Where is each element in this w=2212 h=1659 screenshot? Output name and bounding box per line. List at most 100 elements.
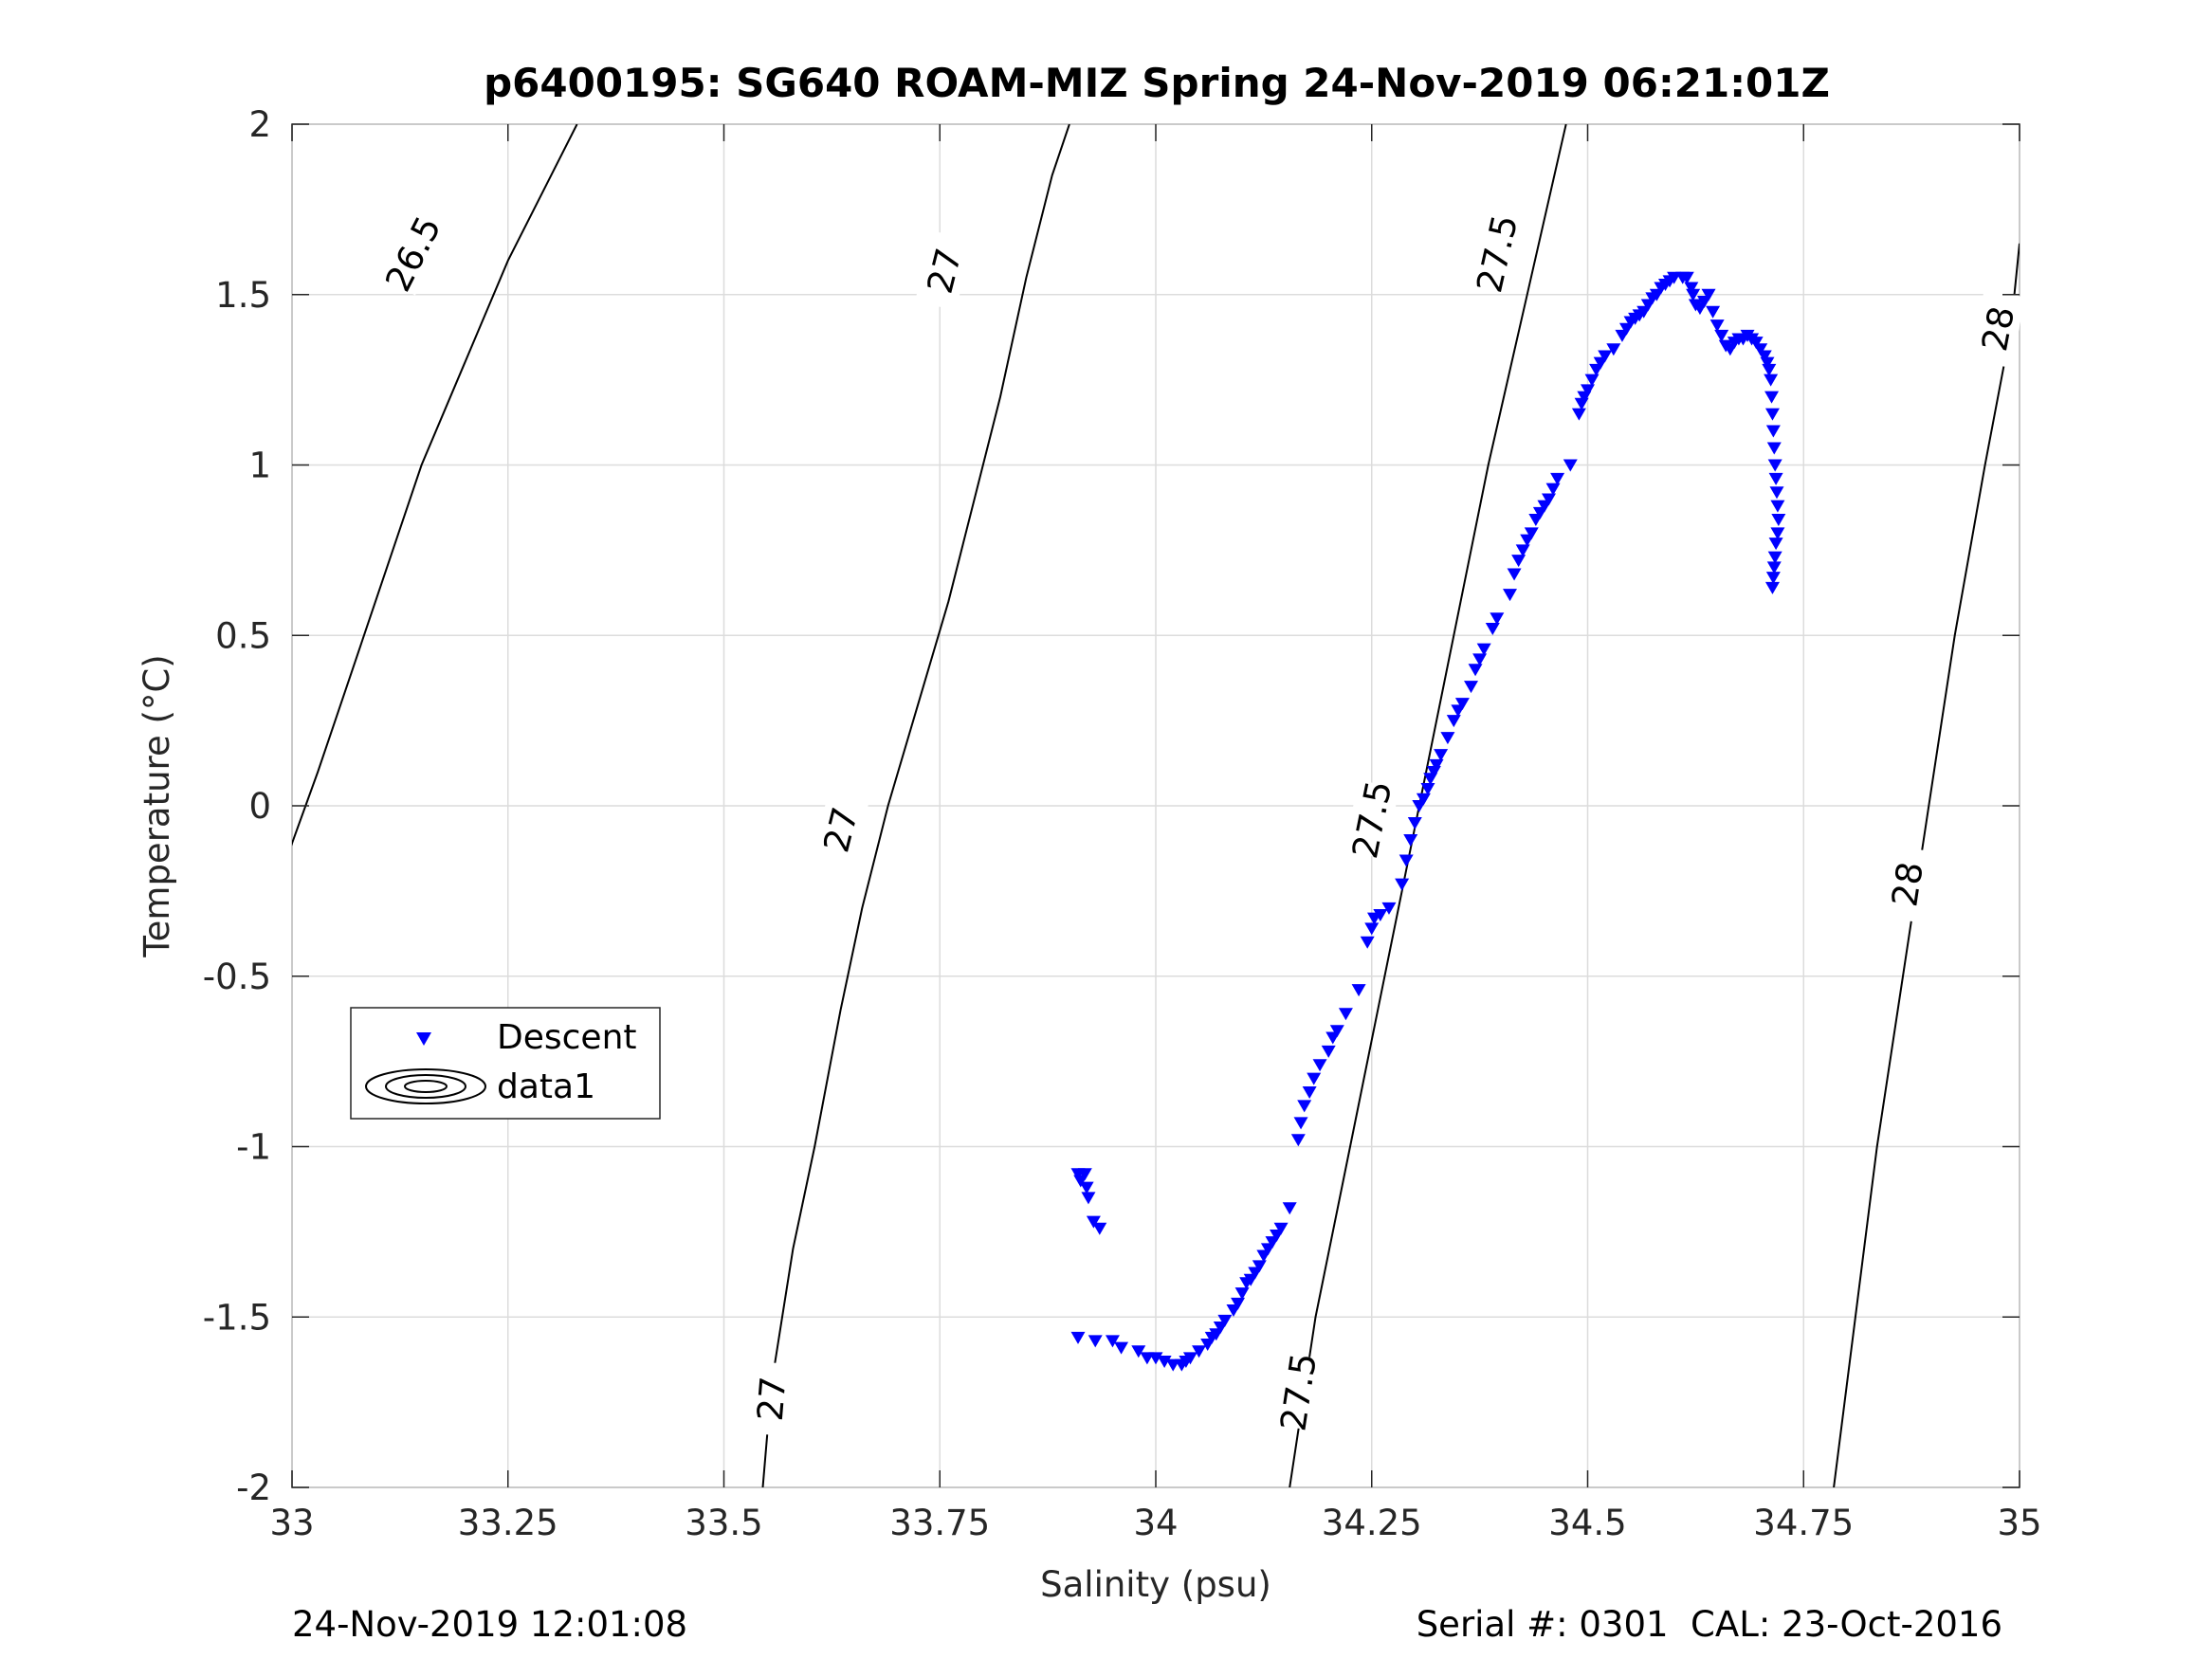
descent-point [1307,1072,1322,1085]
legend-contour-icon [365,1068,486,1104]
contour-label-group: 27 [811,789,870,870]
descent-point [1503,589,1518,602]
descent-point [1231,1297,1246,1310]
descent-point [1454,698,1470,711]
descent-point [1767,551,1782,564]
contour-label-background [1344,779,1399,860]
descent-point [1757,350,1772,363]
descent-point [1070,1331,1086,1344]
descent-point [1088,1335,1103,1348]
descent-point [1234,1287,1250,1301]
legend-descent-marker [416,1032,431,1046]
descent-point [1581,384,1595,397]
legend: Descent data1 [350,1007,661,1120]
descent-point [1768,538,1783,551]
descent-point [1182,1352,1197,1365]
contour-line-26.5 [292,124,578,847]
legend-data1-label: data1 [497,1067,595,1106]
descent-point [1329,1025,1344,1038]
descent-point [1684,282,1699,295]
x-axis-ticks: 33 33.25 33.5 33.75 34 34.25 34.5 34.75 35 [269,124,2042,1543]
descent-point [1767,459,1782,472]
descent-point [1092,1222,1107,1235]
descent-point [1706,305,1721,319]
descent-point [1563,459,1578,472]
descent-point [1748,337,1764,350]
descent-point [1679,271,1694,284]
descent-point [1753,343,1768,356]
descent-point [1571,408,1586,421]
descent-point [1606,343,1621,356]
descent-point [1468,664,1483,677]
descent-point [1490,612,1505,626]
footer-timestamp: 24-Nov-2019 12:01:08 [292,1604,687,1645]
descent-point [1764,374,1779,387]
descent-point [1282,1202,1297,1215]
descent-series [1070,271,1786,1372]
y-tick-label: -1.5 [203,1297,271,1338]
descent-point [1434,749,1449,762]
y-axis-ticks: -2 -1.5 -1 -0.5 0 0.5 1 1.5 2 [203,104,2020,1508]
descent-point [1545,483,1561,496]
legend-box [350,1007,661,1120]
descent-point [1446,715,1461,728]
descent-point [1381,902,1397,915]
contour-label-background [1271,1353,1325,1431]
contour-label: 27 [750,1375,795,1423]
descent-point [1762,363,1777,376]
descent-point [1770,527,1785,540]
descent-point [1157,1355,1172,1368]
x-tick-label: 34.75 [1753,1503,1854,1543]
grid-lines [291,123,2020,1488]
descent-point [1769,486,1784,500]
descent-point [1364,922,1380,936]
descent-point [1766,442,1782,455]
contour-label-background [1468,213,1526,294]
descent-point [1485,623,1500,636]
descent-point [1515,544,1530,557]
footer-serial-cal: Serial #: 0301 CAL: 23-Oct-2016 [1417,1604,2002,1645]
descent-point [1131,1345,1146,1358]
contour-label-group: 27 [747,1360,795,1437]
y-tick-label: 1.5 [215,275,271,316]
descent-point [1398,854,1414,867]
descent-point [1081,1192,1096,1205]
descent-point [1290,1134,1306,1147]
descent-point [1077,1168,1092,1181]
descent-point [1293,1117,1308,1130]
descent-point [1273,1222,1289,1235]
chart-title: p6400195: SG640 ROAM-MIZ Spring 24-Nov-2… [484,60,1830,106]
descent-point [1440,732,1455,745]
y-tick-label: -1 [236,1127,271,1168]
contour-label-background [1970,289,2025,369]
descent-point [1584,374,1600,387]
descent-point [1351,984,1366,997]
descent-point [1192,1345,1207,1358]
descent-point [1416,793,1431,806]
descent-point [1373,909,1388,922]
y-tick-label: 1 [248,446,271,486]
descent-point [1768,472,1783,485]
descent-point [1148,1352,1163,1365]
x-axis-label: Salinity (psu) [1040,1564,1271,1605]
descent-point [1086,1215,1101,1229]
contour-line-28 [1833,243,2020,1487]
descent-point [1765,572,1781,585]
descent-point [1766,561,1782,574]
descent-point [1217,1314,1233,1327]
descent-point [1764,581,1780,594]
contour-label: 28 [1974,303,2022,355]
descent-point [1472,653,1488,666]
descent-point [1760,356,1775,370]
descent-point [1079,1181,1094,1194]
descent-point [1395,878,1410,891]
descent-point [1464,681,1479,694]
descent-point [1524,527,1539,540]
x-tick-label: 35 [1997,1503,2041,1543]
descent-point [1701,288,1716,301]
descent-point [1407,816,1422,830]
descent-point [1252,1260,1267,1273]
contour-label: 28 [1884,859,1931,909]
descent-point [1686,288,1701,301]
x-tick-label: 33 [269,1503,314,1543]
